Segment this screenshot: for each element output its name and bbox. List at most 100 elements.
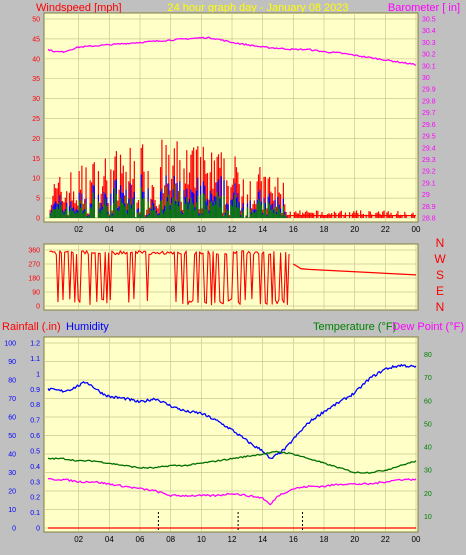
- humidity-tick-label: 20: [8, 489, 16, 496]
- barometer-tick-label: 29.1: [422, 180, 436, 187]
- humidity-tick-label: 80: [8, 378, 16, 385]
- barometer-tick-label: 29.5: [422, 134, 436, 141]
- temperature-tick-label: 20: [424, 491, 432, 498]
- rain-humidity-temp-plot-area: [43, 336, 419, 533]
- barometer-tick-label: 29.2: [422, 169, 436, 176]
- x-tick-label: 10: [197, 225, 206, 234]
- barometer-tick-label: 29.6: [422, 122, 436, 129]
- windspeed-tick-label: 25: [32, 116, 40, 123]
- x-tick-label: 06: [136, 225, 145, 234]
- temperature-tick-label: 60: [424, 398, 432, 405]
- rainfall-axis-ticks: 0 0.1 0.2 0.3 0.4 0.5 0.6 0.7 0.8 0.9 1 1.1 1.2: [30, 341, 40, 533]
- barometer-tick-label: 29: [422, 192, 430, 199]
- temperature-axis-ticks: 10 20 30 40 50 60 70 80: [424, 352, 432, 521]
- direction-tick-label: 0: [36, 304, 40, 311]
- rainfall-tick-label: 0.4: [30, 464, 40, 471]
- rainfall-tick-label: 0: [36, 526, 40, 533]
- windspeed-tick-label: 40: [32, 56, 40, 63]
- rainfall-tick-label: 0.5: [30, 448, 40, 455]
- rainfall-axis-title: Rainfall (.in): [2, 321, 61, 333]
- x-tick-label: 02: [74, 225, 83, 234]
- direction-tick-label: 90: [32, 290, 40, 297]
- temperature-tick-label: 80: [424, 352, 432, 359]
- windspeed-tick-label: 15: [32, 156, 40, 163]
- windspeed-axis-title: Windspeed [mph]: [36, 2, 122, 14]
- windspeed-axis-ticks: 0 5 10 15 20 25 30 35 40 45 50: [32, 17, 40, 223]
- windspeed-tick-label: 20: [32, 136, 40, 143]
- humidity-line: [47, 363, 417, 460]
- rain-humidity-temp-grid: [44, 337, 418, 532]
- humidity-tick-label: 100: [4, 341, 16, 348]
- rainfall-tick-label: 1: [36, 371, 40, 378]
- rainfall-tick-label: 0.2: [30, 495, 40, 502]
- rainfall-tick-label: 0.6: [30, 433, 40, 440]
- rainfall-tick-label: 0.1: [30, 510, 40, 517]
- rain-humidity-temp-x-ticks: 02 04 06 08 10 12 14 16 18 20 22 00: [74, 535, 421, 544]
- compass-label-n-top: N: [436, 236, 445, 250]
- rainfall-tick-label: 0.8: [30, 402, 40, 409]
- barometer-tick-label: 29.7: [422, 110, 436, 117]
- temperature-tick-label: 10: [424, 514, 432, 521]
- windspeed-tick-label: 50: [32, 17, 40, 24]
- barometer-tick-label: 29.9: [422, 87, 436, 94]
- barometer-tick-label: 30.2: [422, 52, 436, 59]
- x-tick-label: 12: [228, 225, 237, 234]
- x-tick-label: 14: [258, 225, 267, 234]
- x-tick-label: 22: [381, 535, 390, 544]
- barometer-tick-label: 28.8: [422, 216, 436, 223]
- x-tick-label: 20: [350, 225, 359, 234]
- humidity-tick-label: 40: [8, 452, 16, 459]
- x-tick-label: 16: [289, 535, 298, 544]
- x-tick-label: 04: [105, 535, 114, 544]
- x-tick-label: 00: [412, 535, 421, 544]
- temperature-tick-label: 70: [424, 375, 432, 382]
- rainfall-tick-label: 0.7: [30, 418, 40, 425]
- humidity-axis-title: Humidity: [66, 321, 109, 333]
- rainfall-tick-label: 0.3: [30, 479, 40, 486]
- temperature-tick-label: 50: [424, 421, 432, 428]
- wind-direction-oscillation: [49, 250, 290, 306]
- barometer-tick-label: 28.9: [422, 204, 436, 211]
- dewpoint-axis-title: Dew Point (°F): [392, 321, 464, 333]
- x-tick-label: 14: [258, 535, 267, 544]
- x-tick-label: 18: [320, 225, 329, 234]
- rainfall-tick-label: 1.2: [30, 341, 40, 348]
- humidity-tick-label: 0: [12, 526, 16, 533]
- humidity-tick-label: 30: [8, 470, 16, 477]
- barometer-tick-label: 30: [422, 75, 430, 82]
- rainfall-tick-label: 1.1: [30, 356, 40, 363]
- humidity-tick-label: 70: [8, 396, 16, 403]
- humidity-tick-label: 50: [8, 433, 16, 440]
- barometer-line: [47, 36, 417, 66]
- wind-direction-series: [49, 250, 417, 306]
- x-tick-label: 08: [166, 225, 175, 234]
- direction-tick-label: 180: [28, 276, 40, 283]
- x-tick-label: 20: [350, 535, 359, 544]
- x-tick-label: 04: [105, 225, 114, 234]
- barometer-axis-ticks: 28.8 28.9 29 29.1 29.2 29.3 29.4 29.5 29.6 29.7 29…: [422, 17, 436, 223]
- temperature-line: [47, 450, 417, 474]
- x-tick-label: 02: [74, 535, 83, 544]
- temperature-axis-title: Temperature (°F): [313, 321, 396, 333]
- x-tick-label: 06: [136, 535, 145, 544]
- x-tick-label: 12: [228, 535, 237, 544]
- barometer-tick-label: 30.4: [422, 28, 436, 35]
- windspeed-tick-label: 5: [36, 196, 40, 203]
- compass-label-n-bottom: N: [436, 300, 445, 314]
- barometer-tick-label: 30.3: [422, 40, 436, 47]
- direction-tick-label: 360: [28, 248, 40, 255]
- rainfall-tick-label: 0.9: [30, 387, 40, 394]
- barometer-tick-label: 29.4: [422, 145, 436, 152]
- barometer-tick-label: 29.3: [422, 157, 436, 164]
- compass-label-s: S: [436, 268, 444, 282]
- x-tick-label: 16: [289, 225, 298, 234]
- humidity-tick-label: 60: [8, 415, 16, 422]
- graph-title: 24 hour graph day - January 08 2023: [167, 2, 348, 14]
- barometer-tick-label: 30.1: [422, 63, 436, 70]
- humidity-axis-ticks: 0 10 20 30 40 50 60 70 80 90 100: [4, 341, 16, 533]
- windspeed-tick-label: 35: [32, 76, 40, 83]
- temperature-tick-label: 30: [424, 468, 432, 475]
- rain-humidity-temp-series: [47, 363, 417, 532]
